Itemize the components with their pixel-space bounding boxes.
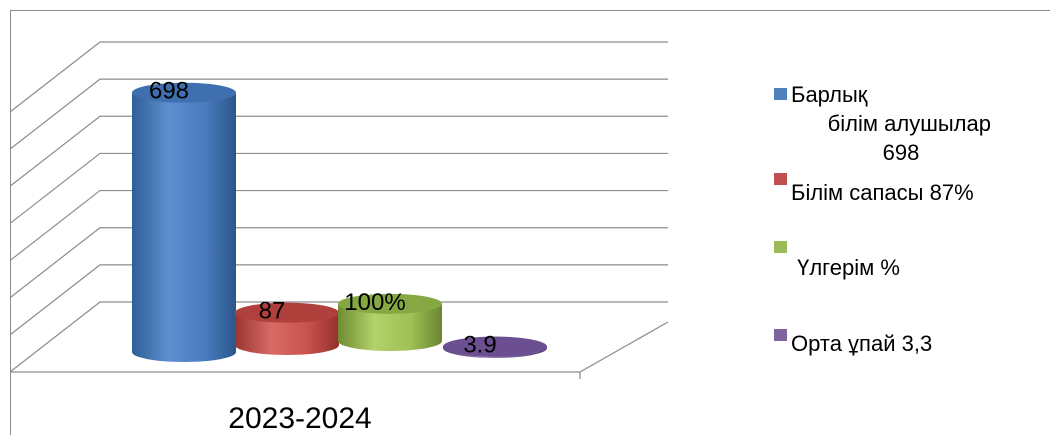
bar-body-1: [132, 92, 236, 362]
legend-swatch-series-1: [774, 88, 787, 100]
gridline: [9, 152, 668, 224]
gridline: [9, 41, 668, 113]
data-label-3: 100%: [344, 289, 405, 316]
gridline: [9, 301, 668, 373]
bar-1: [132, 82, 236, 362]
bar-top-2: [235, 302, 339, 323]
bar-body-3: [338, 303, 442, 351]
data-label-2: 87: [259, 298, 286, 325]
legend-swatch-series-4: [774, 329, 787, 341]
legend-swatch-series-3: [774, 241, 787, 253]
legend: Барлық білім алушылар 698 Білім сапасы 8…: [774, 80, 1050, 380]
legend-label-series-3: Үлгерім %: [791, 255, 900, 280]
legend-label-series-2: Білім сапасы 87%: [791, 180, 974, 205]
legend-label-series-1: Барлық білім алушылар 698: [791, 82, 991, 165]
bars: [132, 82, 547, 362]
bar-top-3: [338, 293, 442, 314]
data-label-4: 3.9: [463, 332, 496, 359]
gridline: [9, 227, 668, 299]
x-tick-label: 2023-2024: [228, 402, 371, 435]
gridline: [9, 78, 668, 150]
gridline: [9, 264, 668, 336]
bar-top-4: [443, 336, 547, 357]
bar-3: [338, 293, 442, 351]
gridline: [9, 115, 668, 187]
gridline: [9, 189, 668, 262]
bar-body-2: [235, 312, 339, 355]
bar-top-1: [132, 82, 236, 103]
data-labels: 698 87 100% 3.9: [149, 78, 497, 359]
legend-swatch-series-2: [774, 173, 787, 185]
legend-label-series-4: Орта ұпай 3,3: [791, 331, 933, 356]
bar-2: [235, 302, 339, 355]
bar-4: [443, 336, 547, 358]
data-label-1: 698: [149, 78, 189, 105]
gridlines: [9, 41, 669, 379]
